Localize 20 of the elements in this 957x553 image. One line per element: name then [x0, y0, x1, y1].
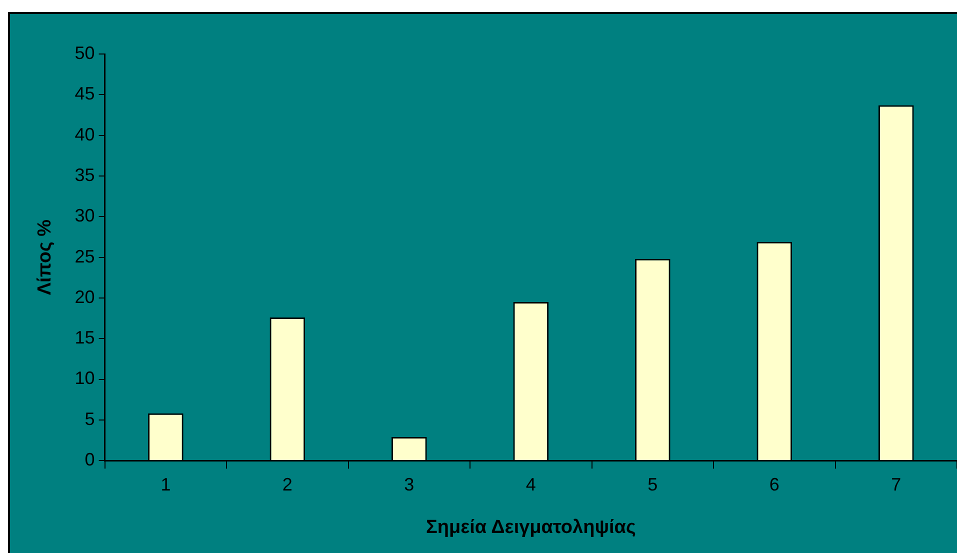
y-tick-label: 30 [74, 206, 95, 226]
y-tick-label: 45 [74, 84, 95, 104]
y-tick-label: 25 [74, 246, 95, 266]
x-tick-label: 3 [404, 474, 414, 494]
y-tick-label: 0 [84, 450, 95, 470]
x-axis-title: Σημεία Δειγματοληψίας [426, 516, 636, 538]
x-tick-label: 6 [769, 474, 780, 494]
y-tick-label: 15 [74, 328, 95, 348]
x-tick-label: 2 [282, 474, 292, 494]
y-tick-label: 5 [84, 408, 95, 429]
y-tick-label: 35 [74, 164, 95, 185]
y-tick-label: 50 [74, 42, 95, 63]
x-tick-label: 4 [526, 474, 536, 494]
y-tick-label: 40 [74, 124, 95, 144]
x-tick-label: 5 [648, 474, 658, 494]
y-tick-label: 10 [74, 368, 95, 388]
x-tick-label: 7 [891, 474, 902, 494]
x-tick-label: 1 [160, 474, 171, 494]
y-axis-title: Λίπος % [34, 219, 56, 296]
y-tick-label: 20 [74, 286, 95, 307]
